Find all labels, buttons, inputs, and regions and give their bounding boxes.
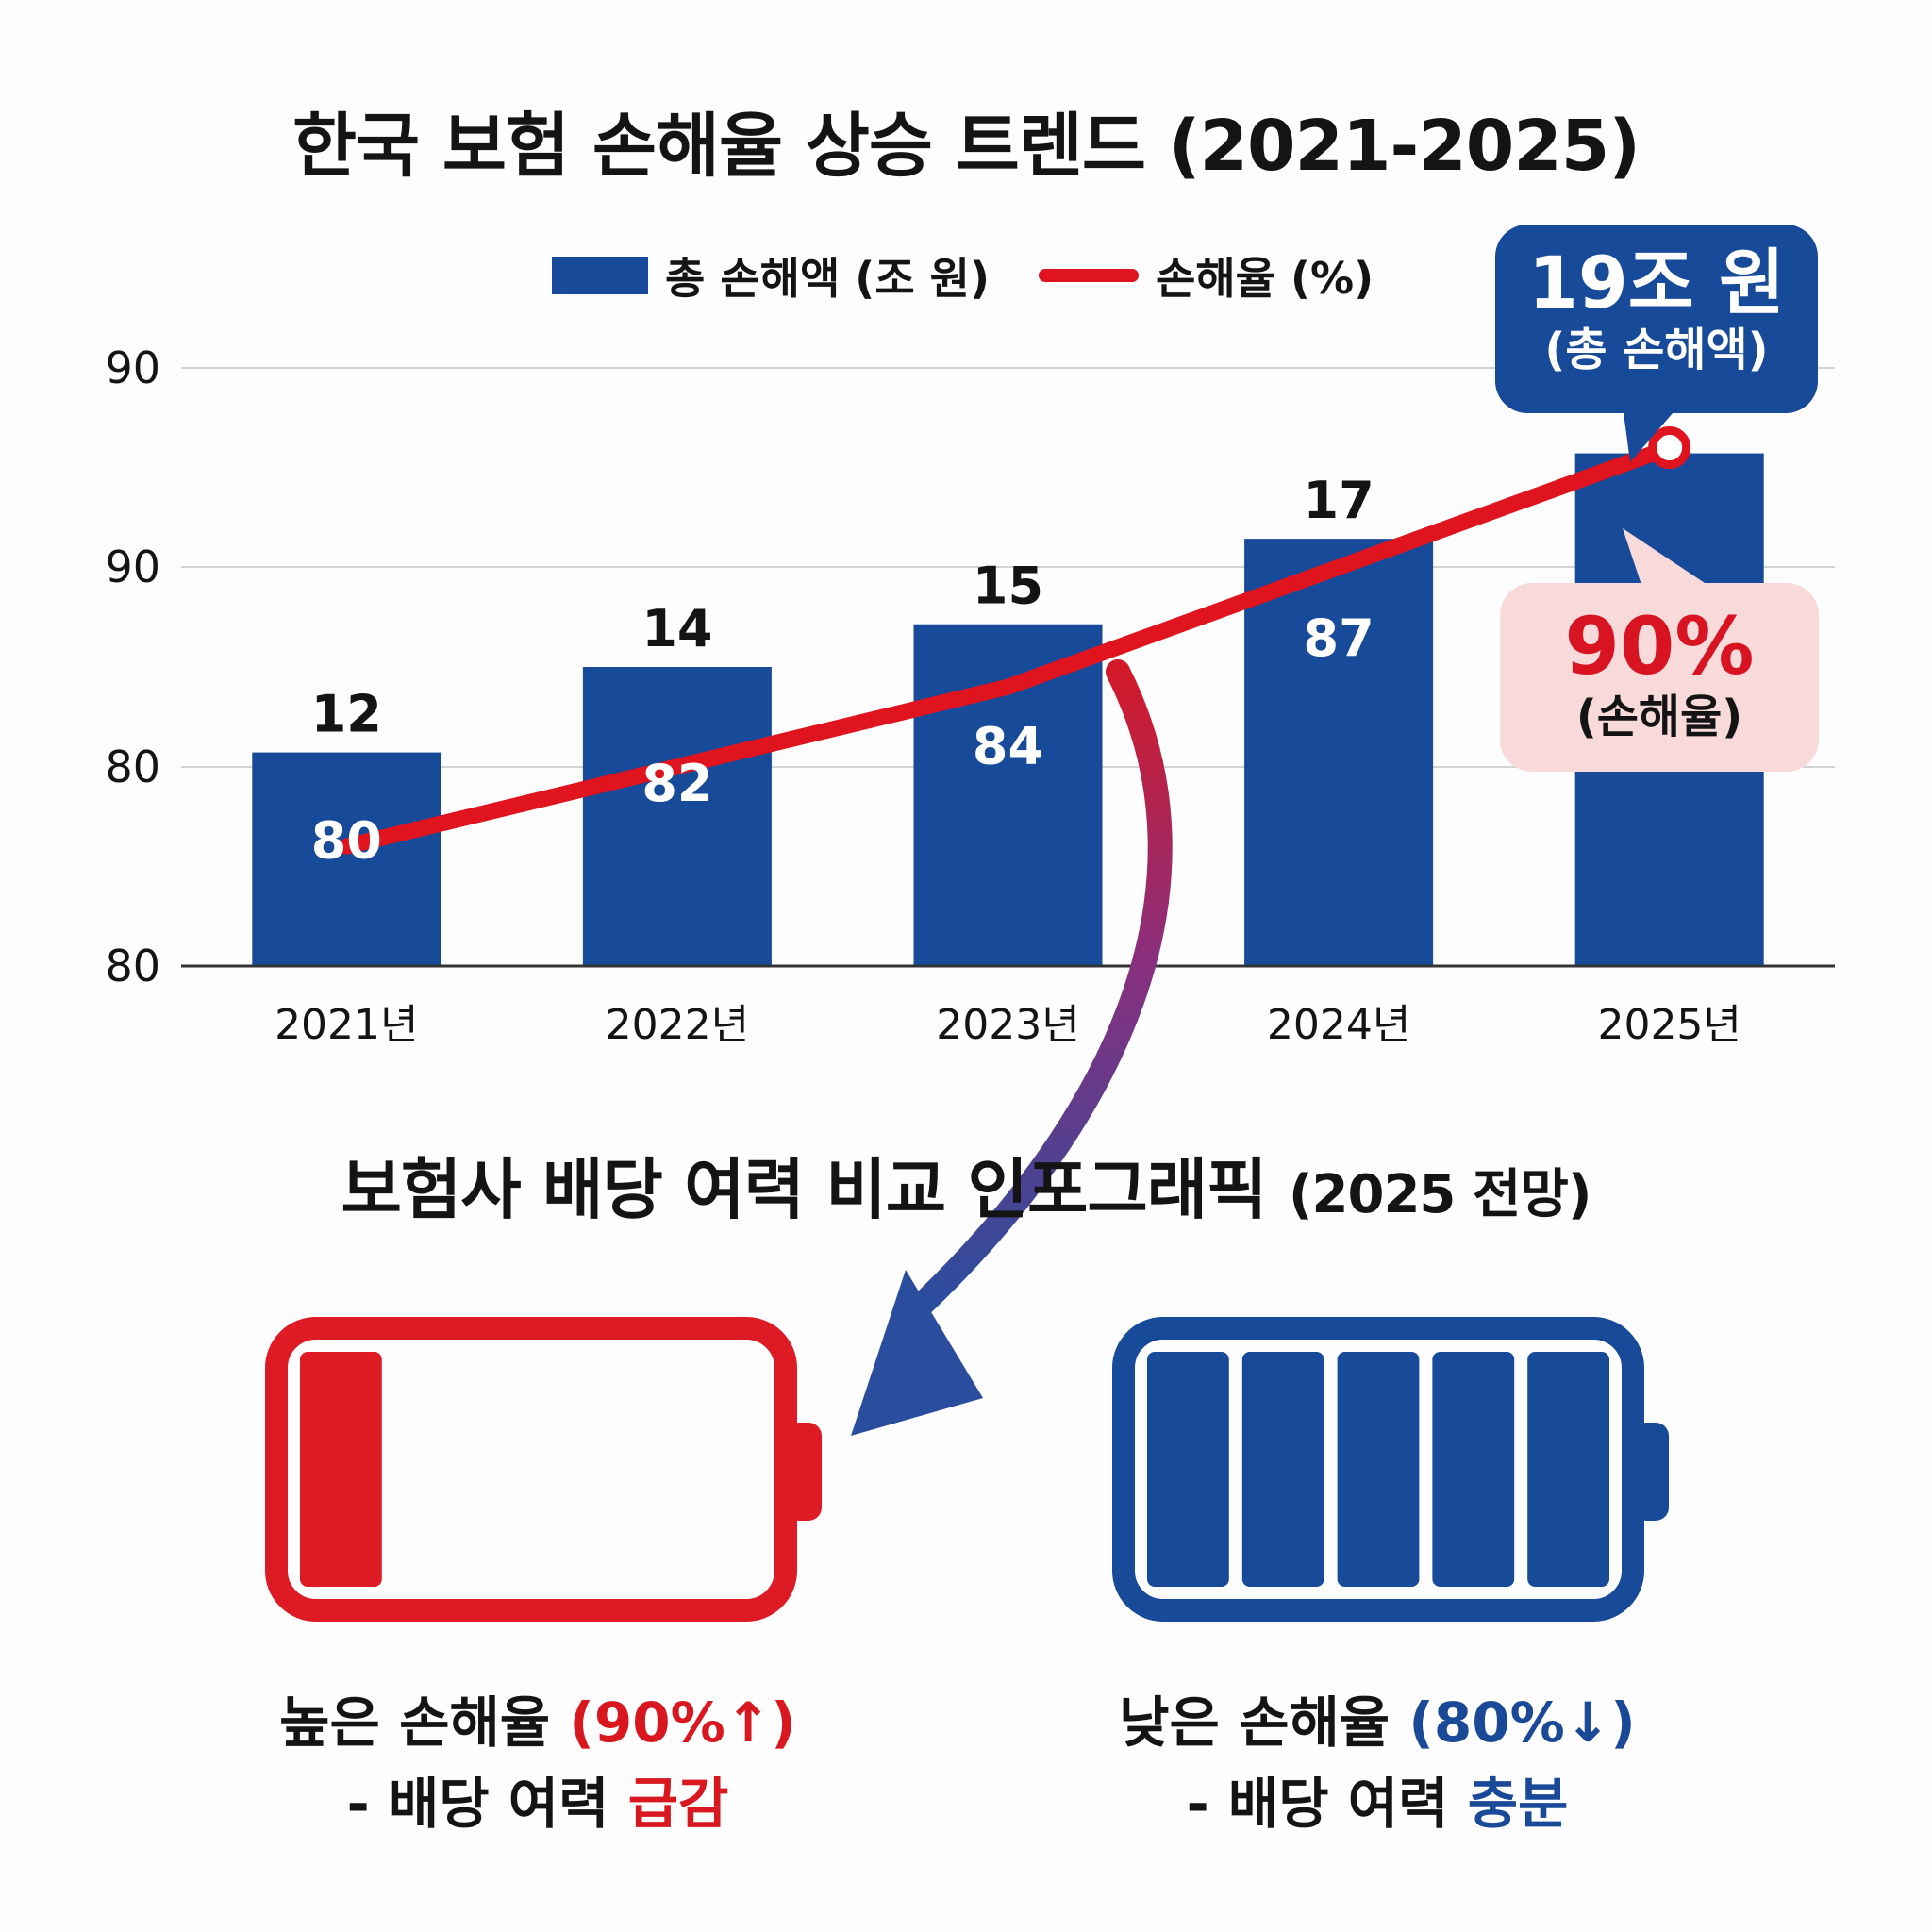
bars-layer: 12 14 15 17 [252,453,1764,967]
bar-value-label: 15 [973,557,1043,616]
x-tick-label: 2024년 [1266,1001,1411,1049]
legend-line-swatch [1039,269,1140,282]
line-layer: 80 82 84 87 [311,426,1691,871]
battery-cell [300,1352,382,1587]
low-loss-caption-line1: 낮은 손해율 (80%↓) [1047,1682,1707,1763]
transition-arrow-shaft [908,659,1173,1319]
y-tick-label: 80 [105,941,160,991]
x-tick-label: 2025년 [1597,1001,1741,1049]
bar-value-label: 14 [641,599,712,658]
callout-loss-rate-value: 90% [1564,600,1755,692]
bar [582,667,772,966]
high-loss-caption: 높은 손해율 (90%↑) - 배당 여력 급감 [208,1682,868,1844]
line-value-label: 87 [1304,608,1374,668]
high-loss-battery [265,1317,822,1622]
legend-bar-label: 총 손해액 (조 원) [665,253,991,304]
battery-tip [1633,1423,1669,1521]
line-value-label: 84 [973,717,1043,776]
battery-cell [1241,1352,1324,1587]
legend-bar-swatch [552,257,648,294]
battery-cells [300,1352,382,1587]
y-tick-label: 90 [105,342,160,393]
bar [913,624,1103,966]
high-loss-caption-highlight: (90%↑) [569,1690,796,1755]
callout-blue-pointer [1623,406,1679,462]
x-tick-label: 2022년 [605,1001,750,1049]
bar [1244,539,1434,966]
low-loss-caption-text: - 배당 여력 [1186,1772,1449,1836]
legend-line-label: 손해율 (%) [1156,253,1374,304]
callout-pink-pointer [1623,528,1707,585]
battery-tip [786,1423,822,1521]
high-loss-caption-line2: - 배당 여력 급감 [208,1763,868,1844]
callout-total-loss-value: 19조 원 [1527,241,1786,325]
battery-cells [1147,1352,1609,1587]
loss-rate-point [1648,426,1691,470]
battery-cell [1527,1352,1609,1587]
section2-title-suffix: (2025 전망) [1288,1164,1592,1225]
low-loss-caption-line2: - 배당 여력 충분 [1047,1763,1707,1844]
chart-legend: 총 손해액 (조 원) 손해율 (%) [552,247,1374,304]
line-value-label: 80 [311,811,382,871]
high-loss-caption-text: 높은 손해율 [279,1690,551,1755]
section2-title-main: 보험사 배당 여력 비교 인포그래픽 [341,1151,1267,1228]
high-loss-caption-highlight: 급감 [627,1772,729,1836]
low-loss-caption-highlight: 충분 [1467,1772,1569,1836]
x-tick-label: 2021년 [275,1001,419,1049]
loss-rate-callout: 90% (손해율) [1500,583,1819,772]
bar-value-label: 12 [311,685,382,744]
x-tick-label: 2023년 [936,1001,1080,1049]
battery-cell [1432,1352,1515,1587]
battery-cell [1147,1352,1229,1587]
low-loss-caption-text: 낮은 손해율 [1119,1690,1391,1755]
chart-title: 한국 보험 손해율 상승 트렌드 (2021-2025) [291,106,1641,187]
loss-rate-line [338,440,1678,855]
callout-total-loss-label: (총 손해액) [1544,324,1769,376]
low-loss-caption-highlight: (80%↓) [1408,1690,1636,1755]
high-loss-caption-line1: 높은 손해율 (90%↑) [208,1682,868,1763]
low-loss-caption: 낮은 손해율 (80%↓) - 배당 여력 충분 [1047,1682,1707,1844]
high-loss-caption-text: - 배당 여력 [346,1772,609,1836]
callout-loss-rate-label: (손해율) [1575,691,1743,743]
section2-title: 보험사 배당 여력 비교 인포그래픽 (2025 전망) [0,1137,1932,1232]
low-loss-battery [1112,1317,1669,1622]
bar-value-label: 17 [1304,471,1374,530]
transition-arrow-head [851,1270,983,1436]
line-value-label: 82 [641,754,712,813]
y-tick-label: 90 [105,541,160,592]
bar [252,752,441,966]
total-loss-callout: 19조 원 (총 손해액) [1495,225,1818,413]
y-tick-label: 80 [105,741,160,792]
battery-cell [1337,1352,1420,1587]
